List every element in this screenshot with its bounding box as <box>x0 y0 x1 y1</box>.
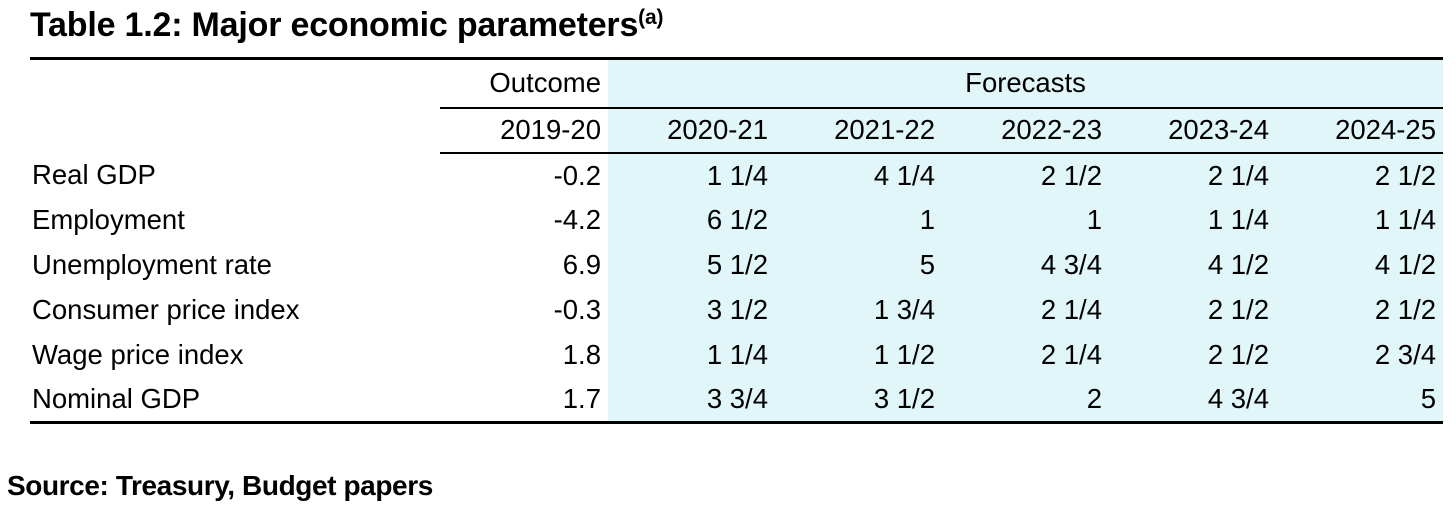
outcome-value: -0.3 <box>553 294 601 325</box>
forecast-value: 2 3/4 <box>1276 332 1444 378</box>
forecast-value: 4 1/2 <box>1276 242 1444 288</box>
row-label: Unemployment rate <box>32 249 272 280</box>
year-header-forecast: 2020-21 <box>608 107 775 154</box>
row-label: Employment <box>32 204 185 235</box>
forecast-value: 1 1/4 <box>608 152 775 198</box>
row-label: Consumer price index <box>32 294 300 325</box>
table-row-consumer-price-index: Consumer price index -0.3 3 1/2 1 3/4 2 … <box>30 287 1444 333</box>
forecast-value: 3 1/2 <box>775 377 942 424</box>
forecast-value: 4 3/4 <box>942 242 1109 288</box>
forecast-value: 2 1/2 <box>1276 287 1444 333</box>
source-note: Source: Treasury, Budget papers <box>7 470 433 501</box>
forecast-value: 2 1/4 <box>942 332 1109 378</box>
forecast-value: 5 1/2 <box>608 242 775 288</box>
forecast-value: 4 3/4 <box>1109 377 1276 424</box>
row-label: Nominal GDP <box>30 377 440 424</box>
year-header-forecast: 2024-25 <box>1276 107 1444 154</box>
outcome-value: 1.8 <box>562 339 601 370</box>
outcome-value: -4.2 <box>553 204 601 235</box>
table-row-real-gdp: Real GDP -0.2 1 1/4 4 1/4 2 1/2 2 1/4 2 … <box>30 152 1444 198</box>
header-empty-cell <box>30 108 440 153</box>
table-row-nominal-gdp: Nominal GDP 1.7 3 3/4 3 1/2 2 4 3/4 5 <box>30 377 1444 424</box>
table-title: Table 1.2: Major economic parameters(a) <box>30 6 663 45</box>
forecast-value: 1 <box>775 197 942 243</box>
forecast-value: 3 1/2 <box>608 287 775 333</box>
forecast-value: 2 1/4 <box>942 287 1109 333</box>
forecast-value: 1 1/4 <box>1109 197 1276 243</box>
forecast-value: 1 1/2 <box>775 332 942 378</box>
forecast-value: 3 3/4 <box>608 377 775 424</box>
forecast-value: 1 <box>942 197 1109 243</box>
header-empty-cell <box>30 59 440 108</box>
forecast-value: 4 1/2 <box>1109 242 1276 288</box>
forecast-value: 5 <box>1276 377 1444 424</box>
forecast-value: 2 <box>942 377 1109 424</box>
forecast-value: 2 1/2 <box>1276 152 1444 198</box>
row-label: Real GDP <box>32 159 156 190</box>
table-row-employment: Employment -4.2 6 1/2 1 1 1 1/4 1 1/4 <box>30 197 1444 243</box>
header-forecasts: Forecasts <box>608 58 1444 109</box>
table-row-unemployment-rate: Unemployment rate 6.9 5 1/2 5 4 3/4 4 1/… <box>30 242 1444 288</box>
header-outcome: Outcome <box>440 58 608 109</box>
forecast-value: 2 1/2 <box>1109 287 1276 333</box>
table-title-text: Table 1.2: Major economic parameters <box>30 6 639 44</box>
year-header-forecast: 2021-22 <box>775 107 942 154</box>
forecast-value: 2 1/4 <box>1109 152 1276 198</box>
year-header-forecast: 2022-23 <box>942 107 1109 154</box>
forecast-value: 2 1/2 <box>1109 332 1276 378</box>
forecast-value: 4 1/4 <box>775 152 942 198</box>
year-header-outcome: 2019-20 <box>440 107 608 154</box>
forecast-value: 6 1/2 <box>608 197 775 243</box>
outcome-value: 6.9 <box>562 249 601 280</box>
forecast-value: 1 3/4 <box>775 287 942 333</box>
forecast-value: 2 1/2 <box>942 152 1109 198</box>
outcome-value: 1.7 <box>440 377 608 424</box>
table-row-wage-price-index: Wage price index 1.8 1 1/4 1 1/2 2 1/4 2… <box>30 332 1444 378</box>
header-group-row: Outcome Forecasts <box>30 58 1444 109</box>
forecast-value: 5 <box>775 242 942 288</box>
forecast-value: 1 1/4 <box>608 332 775 378</box>
forecast-value: 1 1/4 <box>1276 197 1444 243</box>
economic-parameters-table: Outcome Forecasts 2019-20 2020-21 2021-2… <box>30 57 1444 424</box>
year-header-forecast: 2023-24 <box>1109 107 1276 154</box>
table-title-footnote-marker: (a) <box>638 6 664 29</box>
row-label: Wage price index <box>32 339 244 370</box>
outcome-value: -0.2 <box>553 159 601 191</box>
header-years-row: 2019-20 2020-21 2021-22 2022-23 2023-24 … <box>30 107 1444 154</box>
